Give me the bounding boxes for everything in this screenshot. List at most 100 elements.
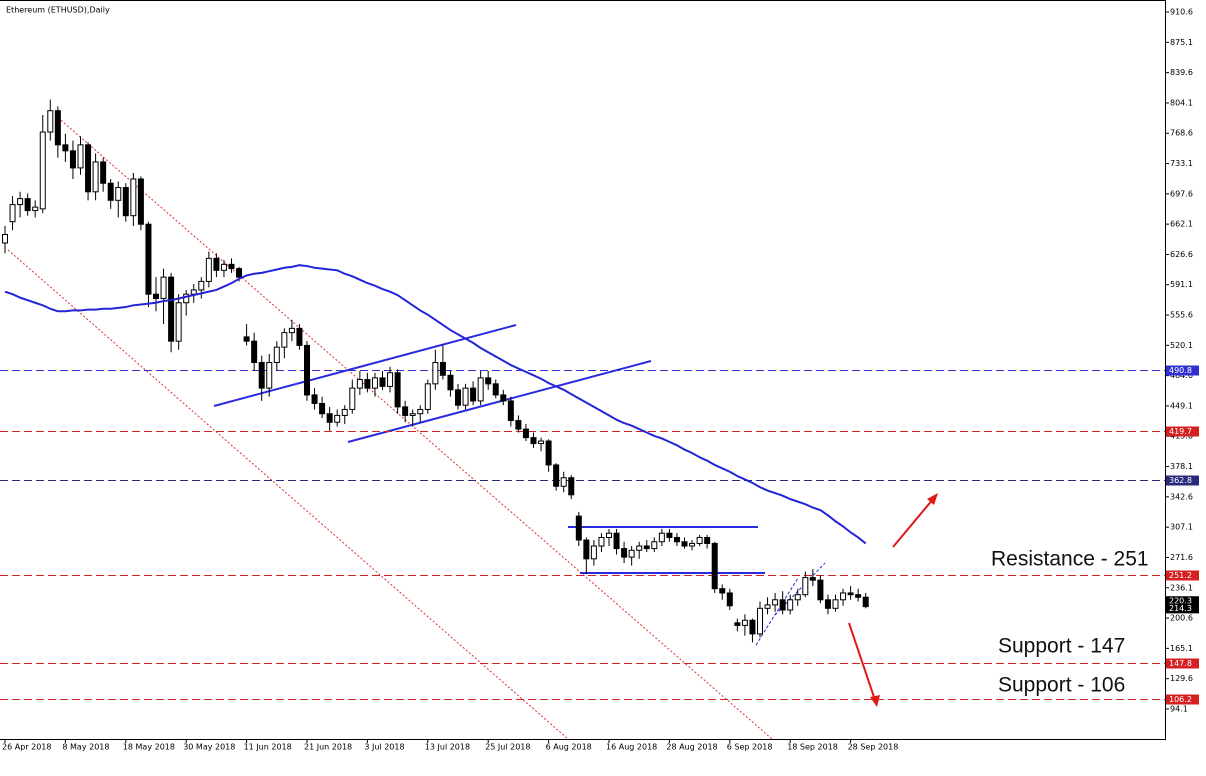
candle-body bbox=[198, 280, 205, 291]
y-tick-label: 839.6 bbox=[1170, 68, 1193, 77]
x-tick-label: 30 May 2018 bbox=[183, 743, 235, 752]
candle-body bbox=[69, 150, 76, 169]
x-tick-label: 18 May 2018 bbox=[123, 743, 175, 752]
candle-body bbox=[47, 110, 54, 133]
annotation: Support - 147 bbox=[998, 635, 1125, 658]
candle-body bbox=[500, 394, 507, 402]
candle-body bbox=[311, 394, 318, 404]
candle-body bbox=[719, 588, 726, 594]
candle-body bbox=[432, 362, 439, 385]
candle-body bbox=[17, 198, 24, 206]
level-label-bg bbox=[1166, 475, 1199, 486]
candle-body bbox=[190, 289, 197, 295]
candle-body bbox=[77, 144, 84, 169]
candle-body bbox=[9, 204, 16, 223]
candle-body bbox=[273, 346, 280, 364]
y-tick-label: 591.1 bbox=[1170, 280, 1193, 289]
channel-line bbox=[755, 577, 799, 646]
candle-body bbox=[402, 406, 409, 416]
candle-body bbox=[341, 408, 348, 416]
levels: 490.8 419.7 362.8 251.2 147.8 106.2 bbox=[0, 365, 1199, 705]
moving-average bbox=[4, 264, 867, 545]
candle-body bbox=[371, 377, 378, 389]
chart-title: Ethereum (ETHUSD),Daily bbox=[6, 6, 110, 15]
y-tick-label: 626.6 bbox=[1170, 250, 1193, 259]
level-label-bg bbox=[1166, 658, 1199, 669]
candle-body bbox=[628, 549, 635, 558]
candle-body bbox=[658, 532, 665, 543]
y-tick-label: 129.6 bbox=[1170, 674, 1193, 683]
x-tick-label: 8 May 2018 bbox=[62, 743, 109, 752]
candle-body bbox=[258, 362, 265, 389]
candle-body bbox=[205, 257, 212, 282]
y-tick-label: 449.1 bbox=[1170, 401, 1193, 410]
candle-body bbox=[734, 622, 741, 626]
candle-body bbox=[455, 389, 461, 406]
arrow-head bbox=[927, 493, 938, 505]
candle-body bbox=[704, 536, 711, 544]
candle-body bbox=[530, 437, 537, 445]
candle-body bbox=[379, 377, 386, 387]
candle-body bbox=[749, 619, 756, 635]
x-tick-label: 21 Jun 2018 bbox=[304, 743, 352, 752]
level-label: 251.2 bbox=[1169, 571, 1192, 580]
candle-body bbox=[304, 344, 310, 396]
candle-body bbox=[409, 413, 416, 416]
candle-body bbox=[666, 532, 673, 538]
level-label: 490.8 bbox=[1169, 366, 1192, 375]
y-tick-label: 200.6 bbox=[1170, 614, 1193, 623]
x-tick-label: 18 Sep 2018 bbox=[787, 743, 838, 752]
candle-body bbox=[545, 440, 552, 466]
candle-body bbox=[92, 161, 99, 193]
candle-body bbox=[840, 592, 847, 601]
y-tick-label: 910.6 bbox=[1170, 8, 1193, 17]
x-tick-label: 26 Apr 2018 bbox=[2, 743, 51, 752]
x-tick-label: 13 Jul 2018 bbox=[425, 743, 470, 752]
candle-body bbox=[802, 577, 809, 596]
candle-body bbox=[651, 541, 658, 550]
candle-body bbox=[606, 532, 612, 538]
y-tick-label: 165.1 bbox=[1170, 644, 1193, 653]
arrow-head bbox=[870, 695, 880, 707]
y-tick-label: 271.6 bbox=[1170, 553, 1193, 562]
level-label: 362.8 bbox=[1169, 476, 1192, 485]
candle-body bbox=[855, 594, 862, 598]
y-tick-label: 733.1 bbox=[1170, 159, 1193, 168]
candle-body bbox=[107, 182, 114, 201]
candle-body bbox=[681, 541, 688, 547]
y-tick-label: 342.6 bbox=[1170, 492, 1193, 501]
candle-body bbox=[153, 293, 159, 299]
candle-body bbox=[85, 144, 92, 193]
candle-body bbox=[470, 387, 477, 402]
x-tick-label: 25 Jul 2018 bbox=[485, 743, 530, 752]
candle-body bbox=[726, 592, 733, 607]
candle-body bbox=[575, 515, 582, 541]
candle-body bbox=[696, 536, 703, 544]
price-label-bg bbox=[1166, 603, 1199, 614]
candle-body bbox=[100, 161, 107, 184]
candle-body bbox=[349, 387, 356, 410]
candle-body bbox=[772, 599, 779, 606]
candle-body bbox=[175, 302, 182, 342]
candle-body bbox=[62, 144, 69, 152]
candle-body bbox=[598, 536, 605, 547]
y-tick-label: 378.1 bbox=[1170, 462, 1193, 471]
candle-body bbox=[787, 599, 794, 611]
candle-body bbox=[288, 327, 295, 334]
x-tick-label: 16 Aug 2018 bbox=[606, 743, 657, 752]
candle-body bbox=[583, 539, 590, 560]
y-tick-label: 520.1 bbox=[1170, 341, 1193, 350]
candle-body bbox=[847, 592, 854, 596]
candle-body bbox=[115, 187, 122, 201]
candle-body bbox=[364, 379, 371, 389]
candle-body bbox=[130, 178, 137, 217]
candle-body bbox=[507, 400, 514, 422]
y-tick-label: 875.1 bbox=[1170, 38, 1193, 47]
candle-body bbox=[228, 263, 235, 270]
candle-body bbox=[236, 268, 243, 278]
price-label: 220.3 bbox=[1169, 597, 1192, 606]
candle-body bbox=[251, 340, 258, 364]
